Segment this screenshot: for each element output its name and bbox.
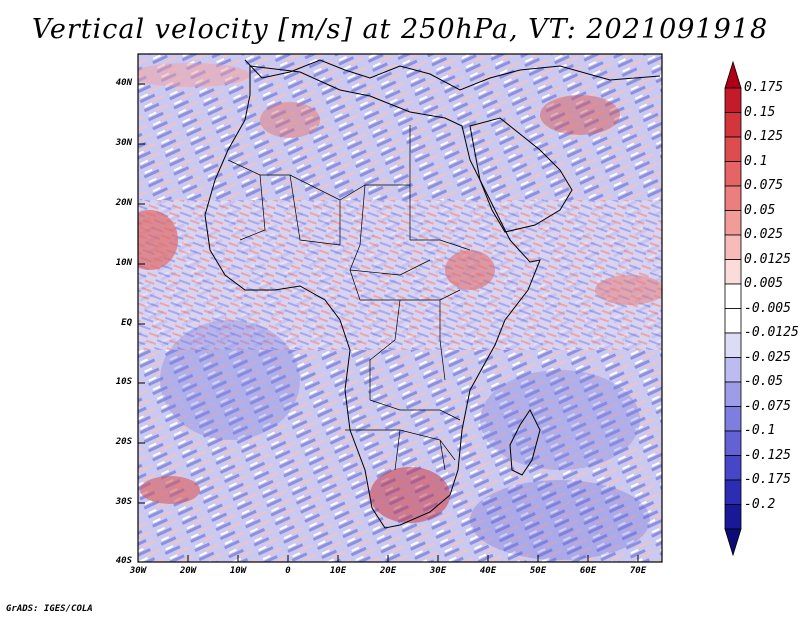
- colorbar-segment: [724, 332, 742, 358]
- lon-label: 20E: [379, 566, 397, 576]
- negative-blob: [160, 320, 300, 440]
- colorbar-segment: [724, 357, 742, 383]
- lon-label: 10W: [229, 566, 247, 576]
- colorbar-label: -0.075: [744, 399, 791, 414]
- lon-label: 70E: [629, 566, 647, 576]
- colorbar-label: 0.15: [744, 105, 776, 120]
- country-borders: [227, 125, 471, 471]
- colorbar-segment: [724, 161, 742, 187]
- lon-label: 40E: [479, 566, 497, 576]
- colorbar-segment: [724, 455, 742, 481]
- lon-label: 20W: [179, 566, 197, 576]
- lat-ticks: [138, 83, 145, 563]
- lat-label: 30N: [115, 138, 132, 148]
- colorbar-label: 0.05: [744, 203, 776, 218]
- negative-blob: [470, 480, 650, 560]
- lon-label: 10E: [329, 566, 347, 576]
- colorbar-label: -0.2: [744, 497, 776, 512]
- africa-coastline: [204, 65, 541, 529]
- lat-label: 40S: [115, 556, 132, 566]
- colorbar-label: 0.1: [744, 154, 768, 169]
- colorbar: [724, 60, 742, 557]
- colorbar-segment: [724, 112, 742, 138]
- colorbar-segment: [724, 259, 742, 285]
- credit-text: GrADS: IGES/COLA: [6, 604, 93, 614]
- positive-blob: [540, 95, 620, 135]
- madagascar-coastline: [509, 409, 541, 476]
- lon-label: 0: [285, 566, 291, 576]
- colorbar-label: 0.005: [744, 276, 784, 291]
- lat-label: 20S: [115, 437, 132, 447]
- lat-label: 10N: [115, 258, 132, 268]
- colorbar-segment: [724, 504, 742, 530]
- lon-ticks: [137, 555, 639, 562]
- positive-blob: [138, 210, 178, 270]
- colorbar-segment: [724, 210, 742, 236]
- colorbar-label: 0.025: [744, 227, 784, 242]
- colorbar-label: -0.0125: [744, 325, 799, 340]
- colorbar-segment: [724, 308, 742, 334]
- map-frame: [137, 53, 663, 563]
- colorbar-bottom-arrow: [724, 528, 742, 557]
- lon-label: 30W: [129, 566, 147, 576]
- colorbar-label: -0.05: [744, 374, 784, 389]
- colorbar-segment: [724, 234, 742, 260]
- positive-blob: [445, 250, 495, 290]
- colorbar-segment: [724, 381, 742, 407]
- colorbar-label: -0.005: [744, 301, 791, 316]
- positive-blob: [260, 102, 320, 138]
- lat-label: 40N: [115, 78, 132, 88]
- lon-label: 60E: [579, 566, 597, 576]
- colorbar-label: -0.1: [744, 423, 776, 438]
- arabia-coastline: [469, 117, 573, 233]
- colorbar-segment: [724, 430, 742, 456]
- colorbar-label: 0.125: [744, 129, 784, 144]
- positive-blob: [140, 476, 200, 504]
- positive-band: [138, 63, 250, 87]
- colorbar-label: -0.025: [744, 350, 791, 365]
- map-title: Vertical velocity [m/s] at 250hPa, VT: 2…: [31, 14, 769, 45]
- colorbar-label: 0.0125: [744, 252, 791, 267]
- colorbar-label: -0.175: [744, 472, 791, 487]
- lon-label: 50E: [529, 566, 547, 576]
- lon-label: 30E: [429, 566, 447, 576]
- colorbar-segment: [724, 479, 742, 505]
- colorbar-segment: [724, 136, 742, 162]
- positive-blob: [370, 467, 450, 523]
- colorbar-label: -0.125: [744, 448, 791, 463]
- colorbar-segment: [724, 87, 742, 113]
- lat-label: 10S: [115, 377, 132, 387]
- negative-blob: [480, 370, 640, 470]
- colorbar-top-arrow: [724, 60, 742, 89]
- colorbar-segment: [724, 406, 742, 432]
- colorbar-segment: [724, 283, 742, 309]
- lat-label: EQ: [121, 318, 132, 328]
- colorbar-segment: [724, 185, 742, 211]
- colorbar-label: 0.075: [744, 178, 784, 193]
- europe-coastline: [244, 59, 661, 91]
- lat-label: 20N: [115, 198, 132, 208]
- positive-blob: [595, 275, 662, 305]
- lat-label: 30S: [115, 497, 132, 507]
- colorbar-label: 0.175: [744, 80, 784, 95]
